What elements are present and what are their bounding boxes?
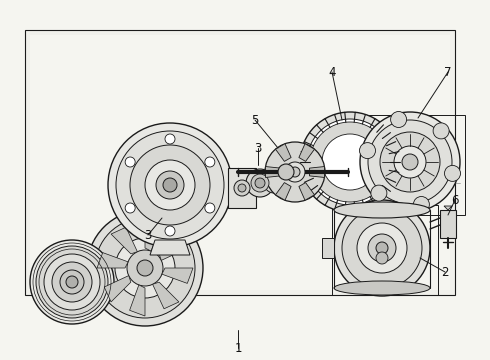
Circle shape	[238, 184, 246, 192]
Circle shape	[156, 171, 184, 199]
Circle shape	[108, 123, 232, 247]
Circle shape	[285, 162, 305, 182]
Circle shape	[368, 234, 396, 262]
Circle shape	[52, 262, 92, 302]
Text: 7: 7	[444, 66, 452, 78]
Polygon shape	[104, 276, 131, 302]
Circle shape	[125, 203, 135, 213]
Circle shape	[87, 210, 203, 326]
Circle shape	[376, 252, 388, 264]
Polygon shape	[159, 234, 186, 260]
Circle shape	[278, 164, 294, 180]
Polygon shape	[275, 144, 291, 161]
Circle shape	[414, 197, 429, 212]
Polygon shape	[275, 183, 291, 200]
Polygon shape	[228, 168, 256, 208]
Circle shape	[391, 112, 407, 127]
Text: 2: 2	[441, 266, 449, 279]
Circle shape	[137, 260, 153, 276]
Polygon shape	[440, 210, 456, 238]
Polygon shape	[322, 238, 334, 258]
Circle shape	[322, 134, 378, 190]
Circle shape	[402, 154, 418, 170]
Circle shape	[433, 123, 449, 139]
Ellipse shape	[334, 202, 430, 218]
Circle shape	[376, 242, 388, 254]
Polygon shape	[111, 227, 137, 254]
Circle shape	[44, 254, 100, 310]
Circle shape	[115, 238, 175, 298]
Circle shape	[290, 167, 300, 177]
Circle shape	[60, 270, 84, 294]
Circle shape	[334, 200, 430, 296]
Circle shape	[145, 160, 195, 210]
Circle shape	[234, 180, 250, 196]
Circle shape	[130, 145, 210, 225]
Circle shape	[444, 165, 461, 181]
Circle shape	[30, 240, 114, 324]
Circle shape	[205, 157, 215, 167]
Polygon shape	[266, 167, 280, 177]
Polygon shape	[299, 183, 315, 200]
Circle shape	[95, 218, 195, 318]
Text: 3: 3	[145, 229, 152, 242]
Circle shape	[264, 173, 284, 193]
Circle shape	[360, 112, 460, 212]
Circle shape	[36, 246, 108, 318]
Circle shape	[116, 131, 224, 239]
Circle shape	[165, 134, 175, 144]
Circle shape	[125, 157, 135, 167]
Text: 4: 4	[328, 66, 336, 78]
Circle shape	[342, 208, 422, 288]
Circle shape	[163, 178, 177, 192]
Circle shape	[205, 203, 215, 213]
Circle shape	[300, 112, 400, 212]
Polygon shape	[310, 167, 324, 177]
Circle shape	[357, 223, 407, 273]
Text: 5: 5	[251, 113, 259, 126]
Circle shape	[66, 276, 78, 288]
Polygon shape	[444, 206, 452, 210]
Circle shape	[255, 178, 265, 188]
Text: 1: 1	[234, 342, 242, 355]
Circle shape	[265, 142, 325, 202]
Polygon shape	[97, 253, 128, 268]
Circle shape	[246, 169, 274, 197]
Circle shape	[127, 250, 163, 286]
Circle shape	[371, 185, 387, 201]
Circle shape	[310, 122, 390, 202]
Circle shape	[360, 143, 375, 159]
Ellipse shape	[334, 281, 430, 295]
Circle shape	[394, 146, 426, 178]
Polygon shape	[30, 35, 450, 290]
Circle shape	[268, 177, 280, 189]
Text: 6: 6	[451, 194, 459, 207]
Polygon shape	[25, 30, 455, 295]
Polygon shape	[162, 268, 193, 283]
Polygon shape	[130, 285, 145, 316]
Circle shape	[165, 226, 175, 236]
Polygon shape	[152, 282, 179, 309]
Circle shape	[251, 174, 269, 192]
Circle shape	[271, 180, 277, 186]
Circle shape	[368, 120, 452, 204]
Polygon shape	[299, 144, 315, 161]
Polygon shape	[145, 220, 160, 251]
Circle shape	[307, 119, 393, 205]
Text: 3: 3	[254, 141, 262, 154]
Polygon shape	[150, 240, 190, 255]
Circle shape	[380, 132, 440, 192]
